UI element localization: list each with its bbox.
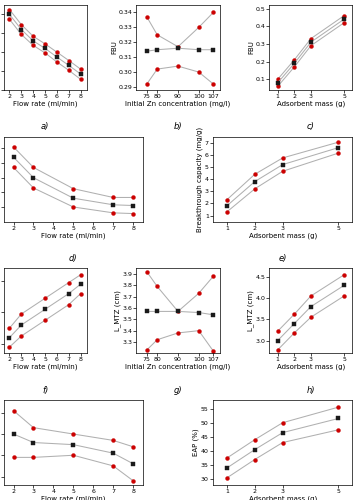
Y-axis label: L_MTZ (cm): L_MTZ (cm) [114, 290, 121, 332]
X-axis label: Adsorbent mass (g): Adsorbent mass (g) [277, 364, 345, 370]
Y-axis label: FBU: FBU [248, 40, 254, 54]
Text: b): b) [174, 122, 182, 131]
Text: d): d) [69, 254, 78, 263]
X-axis label: Flow rate (ml/min): Flow rate (ml/min) [13, 100, 77, 107]
X-axis label: Flow rate (ml/min): Flow rate (ml/min) [41, 232, 106, 238]
X-axis label: Flow rate (ml/min): Flow rate (ml/min) [13, 364, 77, 370]
X-axis label: Adsorbent mass (g): Adsorbent mass (g) [248, 232, 317, 238]
Text: h): h) [307, 386, 315, 394]
X-axis label: Adsorbent mass (g): Adsorbent mass (g) [248, 496, 317, 500]
Y-axis label: Breakthrough capacity (mg/g): Breakthrough capacity (mg/g) [197, 126, 203, 232]
Text: a): a) [41, 122, 49, 131]
X-axis label: Initial Zn concentration (mg/l): Initial Zn concentration (mg/l) [125, 364, 231, 370]
Text: f): f) [42, 386, 48, 394]
Text: e): e) [278, 254, 287, 263]
X-axis label: Adsorbent mass (g): Adsorbent mass (g) [277, 100, 345, 107]
X-axis label: Flow rate (ml/min): Flow rate (ml/min) [41, 496, 106, 500]
Y-axis label: L_MTZ (cm): L_MTZ (cm) [247, 290, 254, 332]
Text: c): c) [307, 122, 315, 131]
Text: g): g) [174, 386, 182, 394]
Y-axis label: EAP (%): EAP (%) [193, 428, 199, 456]
Y-axis label: FBU: FBU [111, 40, 117, 54]
X-axis label: Initial Zn concentration (mg/l): Initial Zn concentration (mg/l) [125, 100, 231, 107]
